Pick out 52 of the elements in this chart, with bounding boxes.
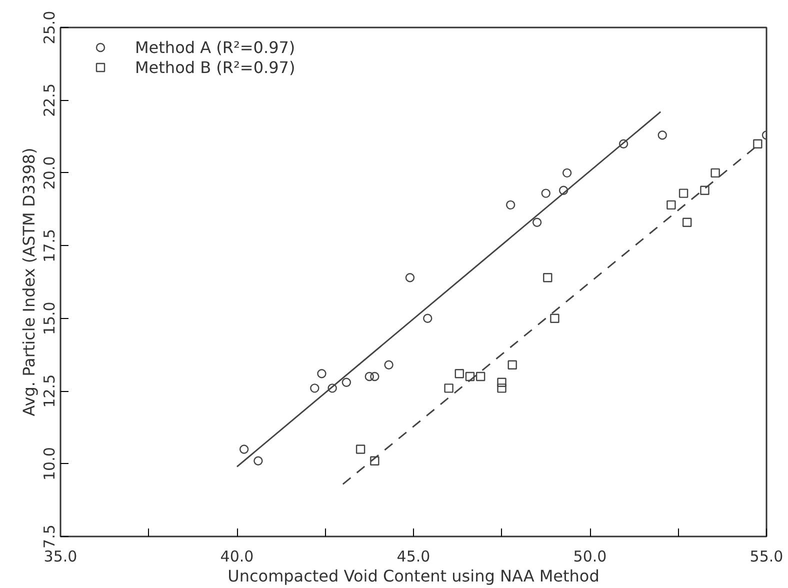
point: [550, 314, 560, 323]
x-tick-label: 45.0: [396, 548, 430, 566]
y-tick-label: 15.0: [40, 302, 58, 336]
point: [364, 372, 374, 382]
point: [562, 168, 572, 178]
point: [239, 444, 249, 454]
point: [710, 168, 720, 178]
y-tick-label: 7.5: [40, 524, 58, 548]
point: [658, 130, 667, 140]
point: [506, 200, 516, 210]
point: [465, 372, 475, 382]
point: [370, 372, 380, 382]
y-tick-label: 17.5: [40, 228, 58, 262]
point: [543, 273, 552, 282]
y-tick-label: 22.5: [40, 84, 58, 117]
point: [508, 360, 517, 370]
y-axis-title: Avg. Particle Index (ASTM D3398): [20, 148, 38, 416]
x-tick-label: 35.0: [44, 548, 78, 566]
point: [753, 139, 762, 148]
y-tick-label: 12.5: [40, 374, 58, 408]
x-tick-label: 50.0: [573, 548, 607, 566]
x-tick-label: 40.0: [220, 548, 254, 566]
y-tick-label: 10.0: [40, 447, 58, 480]
point: [254, 456, 263, 466]
point: [423, 314, 432, 323]
point: [444, 384, 454, 393]
point: [497, 384, 506, 393]
point: [454, 369, 464, 378]
point: [342, 378, 352, 387]
x-tick-label: 55.0: [750, 548, 784, 566]
point: [384, 360, 394, 370]
point: [497, 378, 506, 387]
point: [405, 273, 415, 282]
point: [682, 218, 692, 227]
legend-label: Method B (R²=0.97): [135, 58, 296, 76]
point: [666, 200, 676, 210]
point: [678, 188, 688, 198]
point: [317, 369, 326, 378]
point: [532, 218, 542, 227]
point: [700, 186, 710, 195]
point: [618, 139, 628, 148]
point: [328, 384, 337, 393]
y-tick-label: 25.0: [40, 10, 58, 44]
x-axis-title: Uncompacted Void Content using NAA Method: [228, 566, 600, 586]
legend-label: Method A (R²=0.97): [135, 38, 296, 56]
point: [476, 372, 486, 382]
y-tick-label: 20.0: [40, 156, 58, 190]
point: [541, 188, 550, 198]
point: [310, 384, 320, 393]
point: [370, 456, 380, 466]
point: [558, 186, 568, 195]
point: [356, 444, 366, 454]
